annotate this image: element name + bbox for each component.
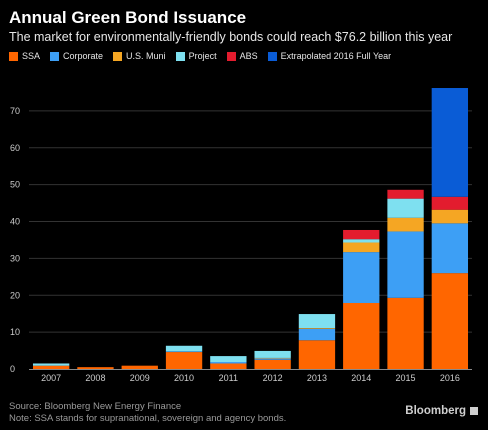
legend-label-project: Project — [188, 51, 217, 61]
legend-item-u-s-muni: U.S. Muni — [113, 51, 166, 61]
y-tick-label-7: 70 — [10, 106, 20, 116]
x-tick-label-2009: 2009 — [130, 373, 150, 383]
bar-u-s-muni-2013 — [298, 328, 336, 329]
bar-extrapolated-2016-full-year-2016 — [431, 88, 469, 197]
source-note: Source: Bloomberg New Energy Finance — [9, 401, 182, 412]
bar-ssa-2007 — [32, 365, 70, 369]
chart-legend: SSA Corporate U.S. Muni Project ABS Extrapola… — [9, 50, 401, 62]
bar-ssa-2013 — [298, 340, 336, 369]
legend-swatch-extrapolated-2016-full-year — [267, 51, 277, 61]
bar-ssa-2011 — [210, 363, 247, 369]
bar-ssa-2010 — [165, 352, 203, 369]
bar-abs-2016 — [431, 196, 469, 210]
y-tick-label-5: 50 — [10, 180, 20, 190]
bar-project-2014 — [343, 239, 380, 243]
bar-abs-2014 — [343, 229, 380, 240]
x-tick-label-2016: 2016 — [440, 373, 460, 383]
bar-ssa-2014 — [343, 302, 380, 369]
bar-project-2010 — [165, 345, 203, 352]
legend-item-corporate: Corporate — [50, 51, 103, 61]
x-tick-label-2008: 2008 — [85, 373, 105, 383]
bar-ssa-2012 — [254, 359, 291, 369]
y-tick-label-6: 60 — [10, 143, 20, 153]
bar-abs-2015 — [387, 189, 424, 199]
legend-swatch-project — [175, 51, 185, 61]
legend-item-extrapolated-2016-full-year: Extrapolated 2016 Full Year — [267, 51, 392, 61]
legend-item-project: Project — [175, 51, 217, 61]
bar-ssa-2008 — [77, 367, 114, 369]
y-tick-label-0: 0 — [10, 364, 15, 374]
bar-u-s-muni-2016 — [431, 209, 469, 224]
bar-ssa-2015 — [387, 297, 424, 369]
bar-corporate-2012 — [254, 358, 291, 360]
legend-label-ssa: SSA — [22, 51, 41, 61]
bar-u-s-muni-2015 — [387, 217, 424, 232]
bar-ssa-2016 — [431, 273, 469, 369]
x-tick-label-2012: 2012 — [263, 373, 283, 383]
legend-label-abs: ABS — [239, 51, 258, 61]
brand-icon — [470, 407, 478, 415]
x-tick-label-2010: 2010 — [174, 373, 194, 383]
x-tick-label-2011: 2011 — [219, 373, 238, 383]
x-tick-label-2013: 2013 — [307, 373, 327, 383]
bar-corporate-2013 — [298, 328, 336, 341]
chart-footer: Source: Bloomberg New Energy Finance Not… — [9, 401, 286, 425]
bar-project-2011 — [210, 356, 247, 362]
footnote: Note: SSA stands for supranational, sove… — [9, 413, 287, 424]
legend-swatch-corporate — [50, 51, 60, 61]
chart-title: Annual Green Bond Issuance — [9, 8, 247, 27]
bar-u-s-muni-2014 — [343, 242, 380, 253]
bar-project-2015 — [387, 198, 424, 218]
x-tick-label-2007: 2007 — [41, 373, 61, 383]
bar-corporate-2011 — [210, 361, 247, 364]
legend-item-ssa: SSA — [9, 51, 40, 61]
bar-corporate-2014 — [343, 252, 380, 303]
bar-ssa-2009 — [121, 365, 158, 369]
y-tick-label-2: 20 — [10, 290, 20, 300]
chart-subtitle: The market for environmentally-friendly … — [9, 30, 453, 44]
y-tick-label-4: 40 — [10, 217, 20, 227]
bar-corporate-2010 — [165, 351, 203, 353]
bar-project-2012 — [254, 350, 291, 358]
x-tick-label-2014: 2014 — [351, 373, 371, 383]
legend-label-u-s-muni: U.S. Muni — [126, 51, 166, 61]
brand-logo: Bloomberg — [405, 405, 466, 417]
legend-label-extrapolated-2016-full-year: Extrapolated 2016 Full Year — [280, 51, 392, 61]
bar-project-2013 — [298, 314, 336, 329]
legend-swatch-u-s-muni — [113, 51, 123, 61]
legend-swatch-ssa — [9, 51, 18, 61]
bar-u-s-muni-2012 — [254, 357, 291, 359]
y-tick-label-3: 30 — [10, 253, 20, 263]
bar-corporate-2015 — [387, 231, 424, 298]
legend-item-abs: ABS — [226, 51, 258, 61]
bar-corporate-2016 — [431, 223, 469, 274]
legend-label-corporate: Corporate — [63, 51, 104, 61]
bar-project-2007 — [32, 363, 70, 366]
y-tick-label-1: 10 — [10, 327, 20, 337]
legend-swatch-abs — [226, 51, 236, 61]
x-tick-label-2015: 2015 — [396, 373, 416, 383]
